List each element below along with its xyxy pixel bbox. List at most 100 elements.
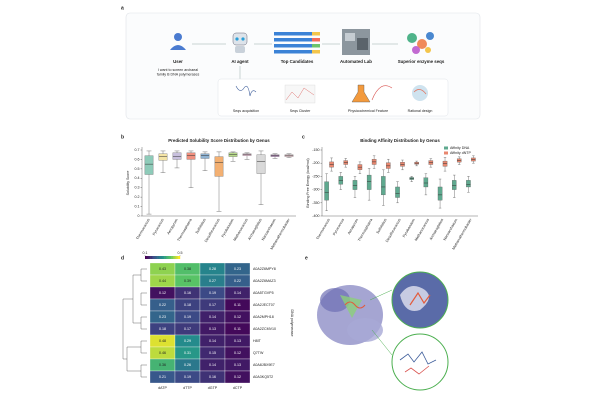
x-tick-label: Desulfurococcus [385, 218, 402, 243]
y-tick-label: 0.6 [135, 157, 140, 161]
y-tick-label: 0.3 [135, 186, 140, 190]
y-tick-label: 0.1 [135, 205, 140, 209]
prompt-text: family B DNA polymerases [157, 72, 200, 76]
row-label: H8IT [253, 339, 262, 343]
cell-label: 0.21 [159, 375, 166, 379]
y-axis-label: DNA polymerase [290, 310, 294, 337]
panel-label: b [121, 134, 124, 140]
prompt-text: I want to screen archaeal [158, 68, 198, 72]
step-label: Automated Lab [340, 59, 372, 64]
enzyme-icon [407, 32, 434, 54]
box [386, 162, 391, 169]
colorbar [171, 256, 174, 259]
cell-label: 0.12 [234, 351, 241, 355]
cell-label: 0.13 [234, 339, 241, 343]
y-tick-label: -400 [312, 214, 319, 218]
legend-swatch [444, 146, 448, 150]
x-tick-label: Sulfolobus [376, 218, 388, 235]
ai-agent-icon [232, 32, 248, 53]
colorbar [157, 256, 160, 259]
cell-label: 0.14 [209, 363, 216, 367]
box [381, 176, 386, 196]
row-label: A0A8JBX9E7 [253, 363, 275, 367]
col-label: dTTP [183, 386, 192, 390]
y-tick-label: 0 [138, 214, 140, 218]
box [200, 153, 210, 159]
chart-title: Predicted Solubility Score Distribution … [168, 138, 270, 143]
cell-label: 0.48 [159, 339, 166, 343]
box [158, 153, 168, 161]
x-tick-label: Archaeoglobus [247, 218, 263, 241]
colorbar [159, 256, 161, 259]
y-tick-label: 0.5 [135, 167, 140, 171]
lab-photo [342, 29, 370, 55]
x-tick-label: Aeropyrum [166, 218, 178, 235]
panel-label: d [121, 255, 124, 261]
x-tick-label: Methanococcus [414, 218, 430, 242]
panel-label: c [302, 134, 305, 140]
col-label: dGTP [208, 386, 218, 390]
box [466, 180, 471, 188]
box [352, 180, 358, 190]
box [400, 161, 405, 167]
colorbar [173, 256, 175, 259]
cell-label: 0.28 [209, 267, 216, 271]
cell-label: 0.29 [184, 339, 191, 343]
dendrogram [140, 268, 147, 282]
chart-title: Binding Affinity Distribution by Genus [360, 138, 440, 143]
x-tick-label: Nanoarchaeum [261, 218, 277, 241]
x-tick-label: Desulfurococcus [204, 218, 221, 243]
panel-label: e [305, 255, 308, 261]
colorbar [162, 256, 165, 259]
colorbar [174, 256, 177, 259]
x-tick-label: Thermosphaera [357, 218, 373, 242]
x-tick-label: Thermococcus [316, 218, 331, 241]
feature-label: Seqs acquisition [233, 109, 259, 113]
step-label: User [173, 59, 183, 64]
candidate-bars [274, 32, 320, 54]
box [395, 186, 400, 198]
dendrogram [140, 340, 147, 354]
x-tick-label: Nanoarchaeum [443, 218, 459, 241]
cell-label: 0.11 [234, 327, 241, 331]
cell-label: 0.12 [234, 375, 241, 379]
x-tick-label: Sulfolobus [195, 218, 207, 235]
box [452, 180, 457, 190]
panel-label: a [121, 5, 124, 11]
dendrogram [140, 292, 147, 306]
feature-label: Rational design [408, 109, 433, 113]
legend-label: Affinity dNTP [450, 151, 472, 155]
cell-label: 0.17 [184, 327, 191, 331]
cell-label: 0.14 [209, 315, 216, 319]
feature-icons [235, 84, 428, 104]
x-tick-label: Archaeoglobus [429, 218, 445, 241]
cell-label: 0.16 [184, 291, 191, 295]
cell-label: 0.18 [159, 327, 166, 331]
row-label: A0A2Z6MPY8 [253, 267, 276, 271]
cell-label: 0.13 [209, 327, 216, 331]
feature-label: Physicochemical Feature [348, 109, 388, 113]
y-tick-label: -200 [312, 161, 319, 165]
cell-label: 0.39 [184, 279, 191, 283]
y-tick-label: -300 [312, 188, 319, 192]
box [324, 181, 329, 201]
cell-label: 0.15 [209, 351, 216, 355]
cell-label: 0.12 [234, 315, 241, 319]
cell-label: 0.18 [184, 303, 191, 307]
colorbar [176, 256, 179, 259]
dendrogram [122, 274, 141, 372]
colorbar [155, 256, 158, 259]
colorbar [145, 256, 147, 259]
cell-label: 0.44 [159, 279, 166, 283]
colorbar [152, 256, 154, 259]
cell-label: 0.27 [209, 279, 216, 283]
row-label: A0A2ZCMV10 [253, 327, 276, 331]
feature-frame [217, 78, 449, 117]
x-tick-label: Thermococcus [135, 218, 150, 241]
row-label: A0A2MPH18 [253, 315, 274, 319]
x-tick-label: Aeropyrum [347, 218, 359, 235]
x-tick-label: Pyrobaculum [221, 218, 235, 238]
y-tick-label: -250 [312, 174, 319, 178]
colorbar [160, 256, 163, 259]
colorbar [178, 256, 181, 259]
